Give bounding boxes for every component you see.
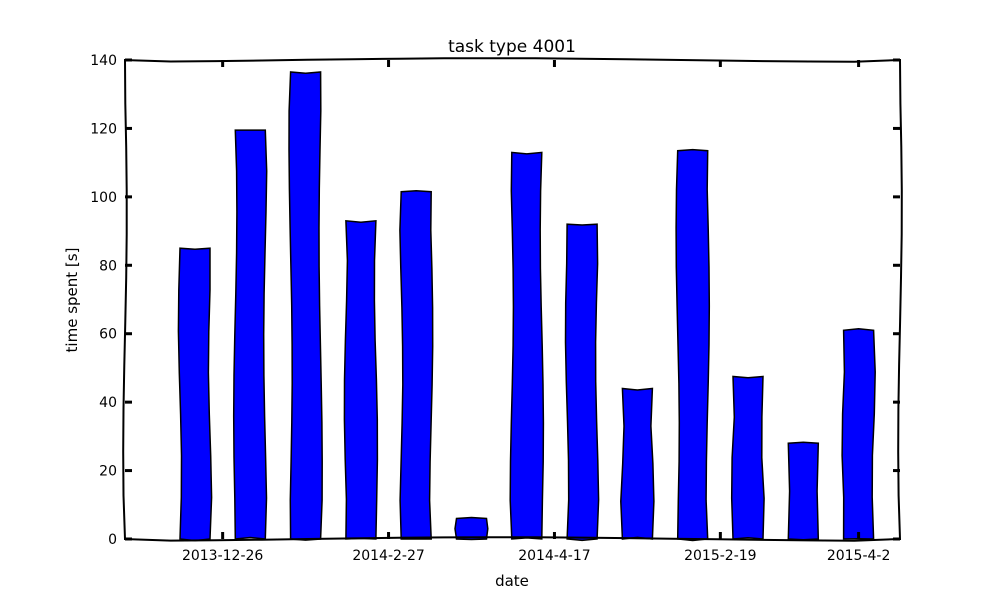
bar [841, 327, 876, 540]
chart-title: task type 4001 [448, 37, 576, 57]
x-tick-label: 2015-2-19 [684, 548, 756, 564]
bar [620, 387, 655, 540]
y-axis-ticks: 0 20 40 60 80 100 120 140 [90, 53, 900, 548]
bar [787, 441, 820, 541]
bar [177, 247, 213, 542]
x-tick-label: 2014-4-17 [518, 548, 590, 564]
bar [232, 129, 268, 540]
x-tick-label: 2014-2-27 [352, 548, 424, 564]
y-tick-label: 100 [90, 190, 117, 206]
bar [288, 71, 323, 541]
x-tick-label: 2013-12-26 [182, 548, 263, 564]
y-tick-label: 0 [108, 532, 117, 548]
bars [177, 71, 876, 542]
bar [509, 151, 545, 540]
y-tick-label: 80 [99, 258, 117, 274]
bar [399, 189, 434, 540]
y-tick-label: 40 [99, 395, 117, 411]
y-tick-label: 120 [90, 121, 117, 137]
bar [454, 516, 489, 541]
y-tick-label: 60 [99, 327, 117, 343]
y-axis-label: time spent [s] [63, 248, 81, 353]
x-axis-ticks: 2013-12-26 2014-2-27 2014-4-17 2015-2-19 201… [182, 60, 890, 564]
bar [343, 219, 379, 540]
bar [730, 375, 765, 540]
x-tick-label: 2015-4-2 [827, 548, 891, 564]
bar [564, 223, 600, 542]
x-axis-label: date [495, 572, 529, 590]
bar [675, 148, 711, 542]
y-tick-label: 20 [99, 464, 117, 480]
y-tick-label: 140 [90, 53, 117, 69]
